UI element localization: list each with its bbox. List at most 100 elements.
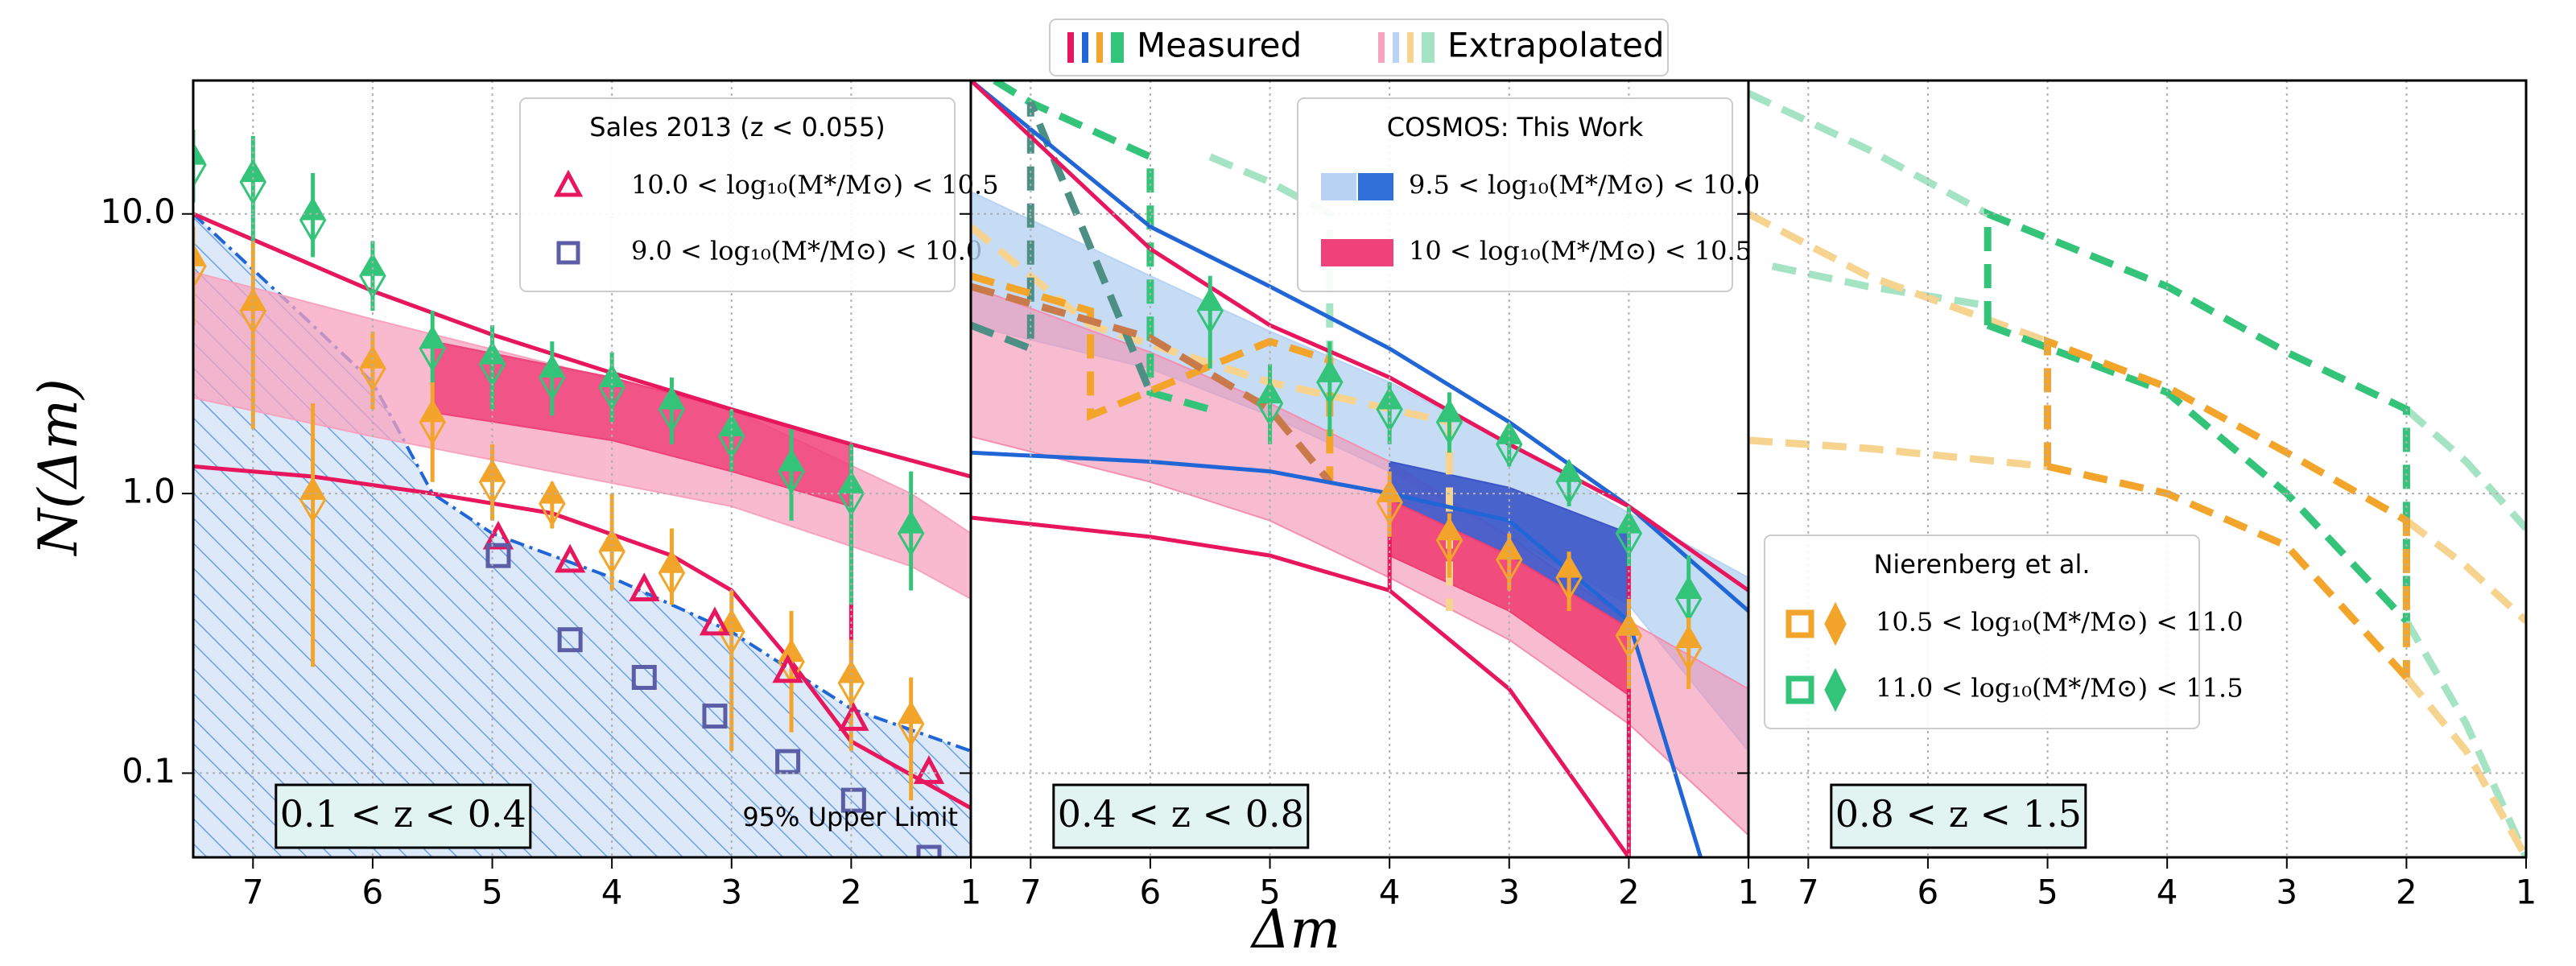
marker [840,787,866,813]
y-tick-label: 1.0 [122,472,175,511]
legend-label: 10.5 < log₁₀(M*/M⊙) < 11.0 [1876,607,2244,638]
marker-fill [659,388,684,410]
y-tick-label: 0.1 [122,751,175,791]
line [1748,89,1990,217]
marker [702,704,728,729]
x-tick-label: 3 [1498,873,1520,912]
legend-label: 11.0 < log₁₀(M*/M⊙) < 11.5 [1876,673,2244,704]
marker-fill [600,530,625,552]
legend-swatch [1407,32,1414,63]
line [2404,518,2526,624]
legend-title: COSMOS: This Work [1387,112,1644,142]
panel-label-box [1052,783,1310,849]
panel-label: 0.4 < z < 0.8 [1058,792,1304,836]
marker [1196,287,1224,335]
upper-limit-area [193,213,971,857]
x-tick-label: 1 [1738,873,1760,912]
legend-label: 10 < log₁₀(M*/M⊙) < 10.5 [1409,236,1752,266]
marker [482,520,514,550]
plot-area [1748,89,2526,857]
legend-frame [1297,97,1733,292]
panel: 7 6 5 4 3 2 1 0.4 < z < 0.8 COSMOS: This Work 9.5… [960,79,1760,912]
x-tick-label: 6 [1140,873,1162,912]
legend-marker [1824,601,1847,646]
legend-swatch [1393,32,1399,63]
panel: 7 6 5 4 3 2 1 0.8 < z < 1.5 Nierenberg et al. 10.… [1737,79,2537,912]
marker [838,702,869,731]
legend-label: Measured [1137,26,1302,65]
legend-marker [1785,609,1814,638]
marker-fill [1676,577,1701,599]
marker [1496,536,1523,584]
marker [658,549,686,597]
marker-fill [1676,627,1701,649]
marker-fill [898,512,923,534]
legend-frame [1764,535,2200,729]
legend-marker [553,169,584,197]
marker [1316,358,1344,406]
panel-label: 0.8 < z < 1.5 [1835,792,2082,836]
marker-fill [1496,539,1521,560]
x-tick-label: 6 [362,873,384,912]
legend-marker [1321,239,1393,266]
marker-fill [300,478,325,500]
marker [916,844,942,857]
line [1748,210,2050,345]
marker-fill [1437,401,1462,423]
marker [897,700,925,748]
panel: 0.1 1.0 10.0 7 6 5 4 3 2 1 95% Upper Limit 0.1 < z … [100,79,999,912]
legend-swatch [1378,32,1385,63]
legend-marker [1785,675,1814,704]
marker [897,510,925,557]
marker [1496,420,1523,468]
marker-fill [659,551,684,573]
x-tick-label: 7 [1020,873,1042,912]
marker [1555,554,1583,601]
marker-fill [839,473,864,494]
marker [1615,510,1643,557]
legend-swatch [1096,32,1103,63]
marker-fill [779,450,804,472]
y-tick-label: 10.0 [100,192,175,231]
marker-fill [1616,512,1641,534]
marker [629,572,660,602]
x-tick-label: 5 [481,873,503,912]
legend-swatch [1111,32,1124,63]
marker-fill [1437,519,1462,541]
legend-label: 9.5 < log₁₀(M*/M⊙) < 10.0 [1409,170,1760,200]
marker-fill [1557,556,1582,578]
x-tick-label: 6 [1918,873,1939,912]
marker-fill [420,327,445,349]
x-axis-label: Δm [1249,898,1340,960]
marker-fill [1198,290,1223,312]
panel-label: 0.1 < z < 0.4 [280,792,526,836]
marker [359,252,386,299]
marker [775,749,801,774]
annotation: 95% Upper Limit [742,802,958,832]
panel-frame [1747,79,2528,859]
marker [193,141,207,188]
legend-label: 10.0 < log₁₀(M*/M⊙) < 10.5 [631,170,999,200]
marker-fill [1257,382,1282,404]
marker [913,755,945,784]
marker-fill [300,199,325,221]
marker-fill [1377,481,1402,503]
line [2403,675,2526,857]
marker-fill [480,460,505,482]
marker-fill [719,415,744,437]
x-tick-label: 3 [2276,873,2297,912]
marker [419,398,446,446]
line [1748,436,2048,470]
marker-fill [779,641,804,663]
legend-label: Extrapolated [1447,26,1665,65]
marker-fill [1557,460,1582,482]
marker-fill [839,662,864,683]
legend-frame [1049,19,1669,76]
figure-legend: Measured Extrapolated [1049,19,1669,76]
line [1986,321,2409,624]
plot-area [971,80,1748,857]
marker [778,448,805,495]
marker [658,386,686,433]
x-tick-label: 4 [1379,873,1401,912]
